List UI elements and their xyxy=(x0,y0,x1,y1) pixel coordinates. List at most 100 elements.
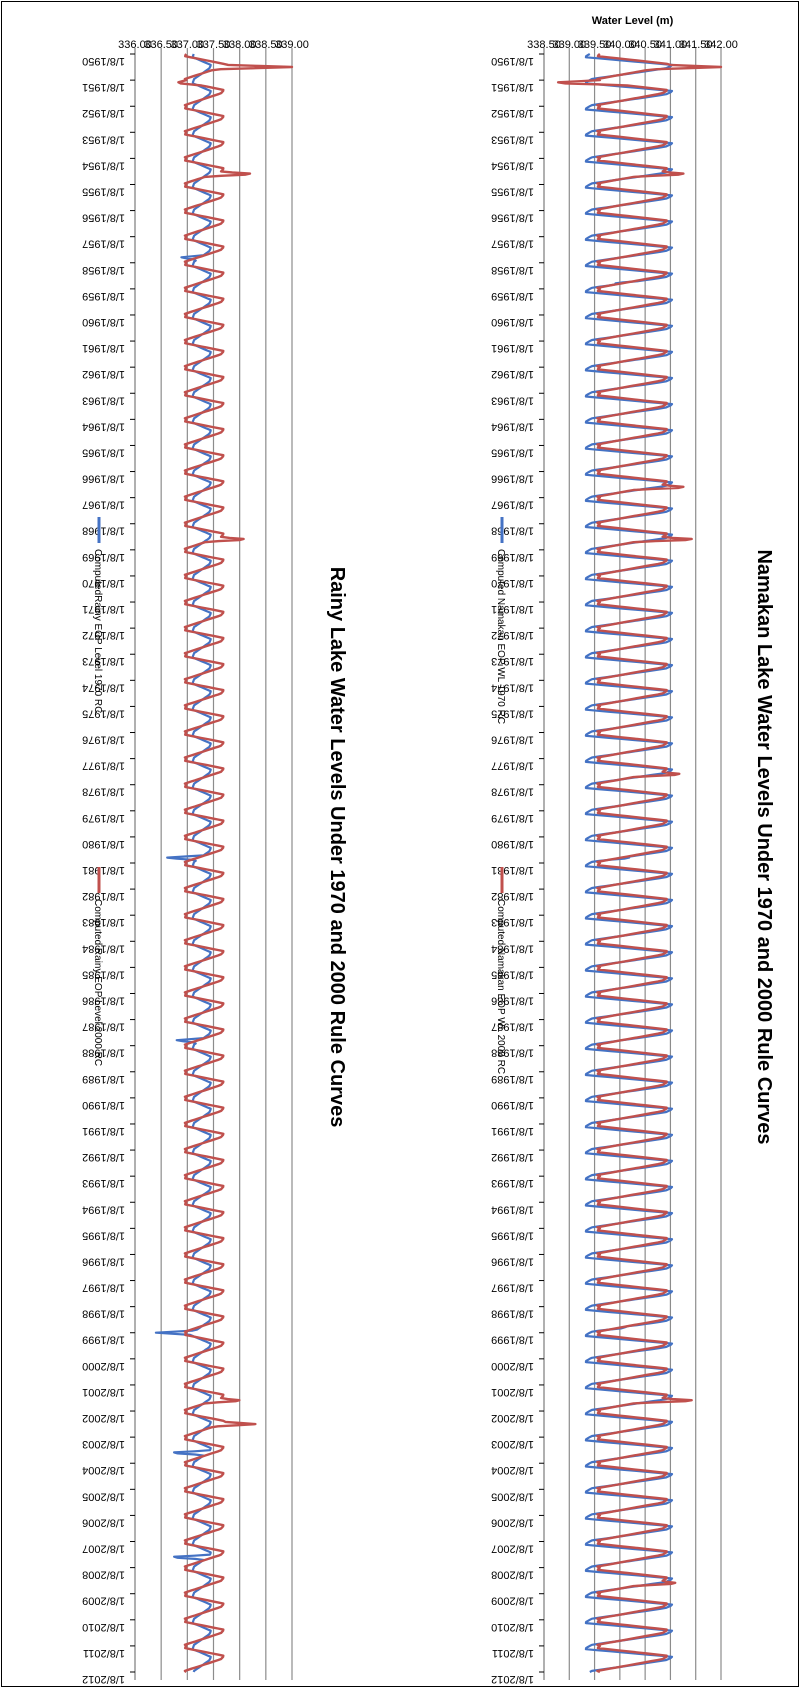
chart-title: Rainy Lake Water Levels Under 1970 and 2… xyxy=(326,567,348,1128)
x-tick-label: 1/8/1979 xyxy=(82,812,125,824)
x-tick-label: 1/8/1960 xyxy=(491,316,534,328)
x-tick-label-group: 1/8/2011 xyxy=(492,1647,534,1659)
y-tick-label: 341.00 xyxy=(654,39,688,51)
y-tick-label: 340.00 xyxy=(603,39,637,51)
x-tick-label: 1/8/1971 xyxy=(491,603,534,615)
x-tick-label-group: 1/8/1987 xyxy=(82,1021,125,1033)
x-tick-label-group: 1/8/2005 xyxy=(82,1490,125,1502)
y-tick-label-group: 339.50 xyxy=(578,39,612,51)
y-tick-label: 336.50 xyxy=(144,39,178,51)
x-tick-label: 1/8/2010 xyxy=(82,1621,125,1633)
x-tick-label: 1/8/1959 xyxy=(491,290,534,302)
x-tick-label: 1/8/1955 xyxy=(82,185,125,197)
x-tick-label: 1/8/1964 xyxy=(491,420,534,432)
x-tick-label-group: 1/8/2001 xyxy=(491,1386,534,1398)
x-tick-label-group: 1/8/1957 xyxy=(491,238,534,250)
x-tick-label: 1/8/1972 xyxy=(491,629,534,641)
x-tick-label: 1/8/1997 xyxy=(491,1282,534,1294)
x-tick-label-group: 1/8/2008 xyxy=(82,1569,125,1581)
x-tick-label: 1/8/2001 xyxy=(82,1386,125,1398)
x-tick-label-group: 1/8/1990 xyxy=(491,1099,534,1111)
y-tick-label-group: 341.50 xyxy=(679,39,713,51)
x-tick-label-group: 1/8/1950 xyxy=(491,55,534,67)
x-tick-label: 1/8/2000 xyxy=(82,1360,125,1372)
x-tick-label: 1/8/1985 xyxy=(82,968,125,980)
x-tick-label-group: 1/8/1975 xyxy=(82,707,125,719)
x-tick-label: 1/8/1961 xyxy=(82,342,125,354)
x-tick-label: 1/8/1984 xyxy=(491,942,534,954)
x-tick-label: 1/8/1988 xyxy=(82,1047,125,1059)
x-tick-label: 1/8/1986 xyxy=(82,994,125,1006)
x-tick-label: 1/8/1953 xyxy=(82,133,125,145)
x-tick-label-group: 1/8/1999 xyxy=(491,1334,534,1346)
x-tick-label: 1/8/1997 xyxy=(82,1282,125,1294)
x-tick-label-group: 1/8/2004 xyxy=(82,1464,125,1476)
x-tick-label-group: 1/8/1978 xyxy=(491,786,534,798)
x-tick-label: 1/8/1976 xyxy=(82,734,125,746)
x-tick-label-group: 1/8/1983 xyxy=(491,916,534,928)
x-tick-label-group: 1/8/1960 xyxy=(491,316,534,328)
y-tick-label: 338.00 xyxy=(223,39,257,51)
y-tick-label-group: 337.00 xyxy=(171,39,205,51)
x-tick-label-group: 1/8/2010 xyxy=(82,1621,125,1633)
y-tick-label-group: 338.50 xyxy=(249,39,283,51)
x-tick-label: 1/8/1984 xyxy=(82,942,125,954)
y-tick-label-group: 339.00 xyxy=(275,39,309,51)
x-tick-label: 1/8/1957 xyxy=(491,238,534,250)
x-tick-label-group: 1/8/2008 xyxy=(491,1569,534,1581)
x-tick-label-group: 1/8/1992 xyxy=(82,1151,125,1163)
x-tick-label: 1/8/1956 xyxy=(82,212,125,224)
y-tick-label-group: 341.00 xyxy=(654,39,688,51)
x-tick-label: 1/8/1970 xyxy=(491,577,534,589)
x-tick-label: 1/8/1977 xyxy=(82,760,125,772)
x-tick-label-group: 1/8/1989 xyxy=(491,1073,534,1085)
y-axis-label: Water Level (m) xyxy=(592,15,674,27)
x-tick-label: 1/8/1957 xyxy=(82,238,125,250)
y-tick-label: 338.50 xyxy=(249,39,283,51)
x-tick-label: 1/8/2001 xyxy=(491,1386,534,1398)
y-tick-label: 338.50 xyxy=(527,39,561,51)
series-line-rc2000 xyxy=(556,53,723,1674)
x-tick-label-group: 1/8/1983 xyxy=(82,916,125,928)
y-tick-label-group: 340.00 xyxy=(603,39,637,51)
y-tick-label: 341.50 xyxy=(679,39,713,51)
x-tick-label: 1/8/1993 xyxy=(82,1177,125,1189)
y-tick-label: 342.00 xyxy=(704,39,738,51)
x-tick-label: 1/8/1960 xyxy=(82,316,125,328)
x-tick-label: 1/8/1967 xyxy=(82,499,125,511)
x-tick-label-group: 1/8/1971 xyxy=(82,603,125,615)
x-tick-label-group: 1/8/1952 xyxy=(491,107,534,119)
x-tick-label: 1/8/1978 xyxy=(82,786,125,798)
x-tick-label: 1/8/1986 xyxy=(491,994,534,1006)
x-tick-label-group: 1/8/2005 xyxy=(491,1490,534,1502)
x-tick-label-group: 1/8/1969 xyxy=(491,551,534,563)
y-tick-label: 336.00 xyxy=(118,39,152,51)
x-tick-label-group: 1/8/2006 xyxy=(491,1516,534,1528)
x-tick-label: 1/8/1955 xyxy=(491,185,534,197)
x-tick-label-group: 1/8/1994 xyxy=(491,1203,534,1215)
x-tick-label: 1/8/2007 xyxy=(491,1543,534,1555)
x-tick-label-group: 1/8/2010 xyxy=(491,1621,534,1633)
x-tick-label: 1/8/1966 xyxy=(82,473,125,485)
x-tick-label: 1/8/1965 xyxy=(491,446,534,458)
x-tick-label-group: 1/8/1988 xyxy=(491,1047,534,1059)
x-tick-label-group: 1/8/1961 xyxy=(491,342,534,354)
x-tick-label-group: 1/8/1995 xyxy=(491,1229,534,1241)
x-tick-label-group: 1/8/1985 xyxy=(82,968,125,980)
x-tick-label: 1/8/1970 xyxy=(82,577,125,589)
legend-label: Computed Namakan EOP WL 2000 RC xyxy=(495,899,506,1074)
x-tick-label-group: 1/8/1968 xyxy=(491,525,534,537)
x-tick-label: 1/8/2008 xyxy=(491,1569,534,1581)
x-tick-label: 1/8/1985 xyxy=(491,968,534,980)
x-tick-label-group: 1/8/1980 xyxy=(82,838,125,850)
x-tick-label: 1/8/1994 xyxy=(491,1203,534,1215)
x-tick-label: 1/8/1998 xyxy=(82,1308,125,1320)
x-tick-label-group: 1/8/1953 xyxy=(491,133,534,145)
x-tick-label: 1/8/1990 xyxy=(491,1099,534,1111)
y-tick-label-group: 336.50 xyxy=(144,39,178,51)
y-tick-label: 339.50 xyxy=(578,39,612,51)
x-tick-label-group: 1/8/2004 xyxy=(491,1464,534,1476)
x-tick-label: 1/8/1969 xyxy=(491,551,534,563)
